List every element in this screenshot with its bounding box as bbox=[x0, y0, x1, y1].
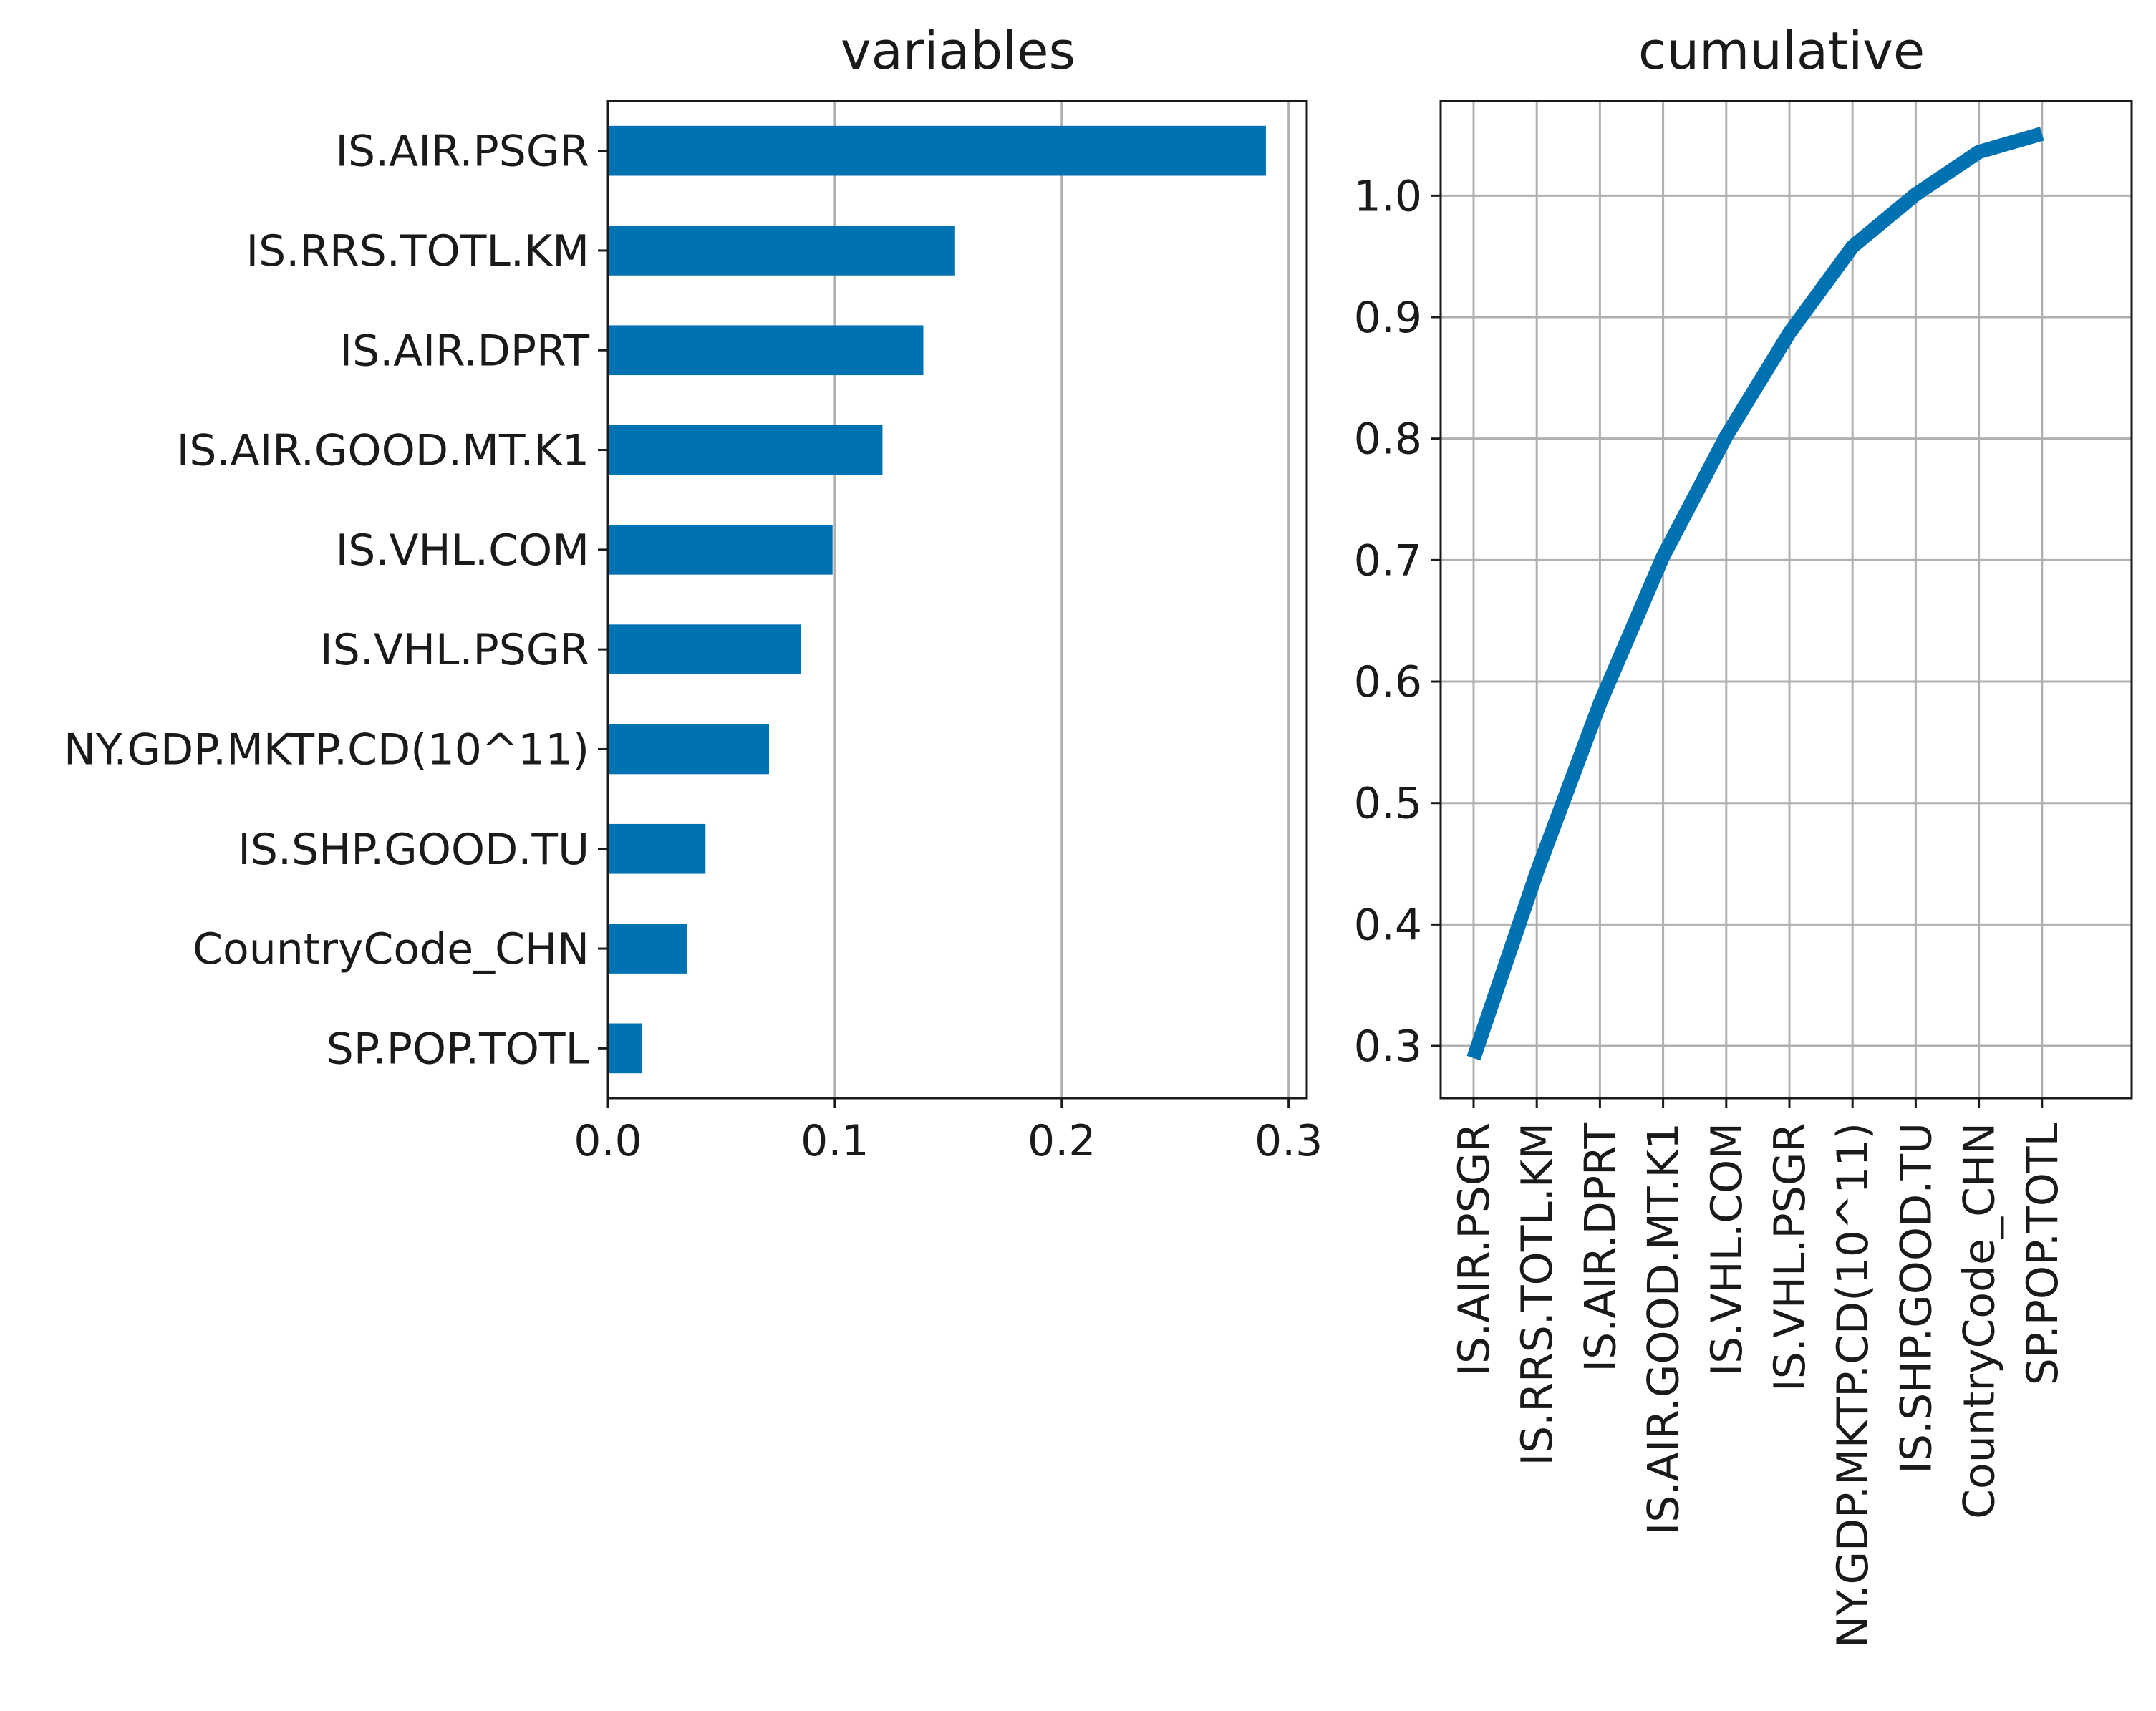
line-x-tick-label: CountryCode_CHN bbox=[1955, 1123, 2005, 1519]
bar-chart-bars bbox=[608, 125, 1266, 1074]
line-x-tick-label: IS.SHP.GOOD.TU bbox=[1891, 1123, 1941, 1474]
bar bbox=[608, 425, 883, 475]
line-chart-x-ticks: IS.AIR.PSGR IS.RRS.TOTL.KM IS.AIR.DPRT IS.A… bbox=[1449, 1098, 2068, 1648]
line-y-tick-label: 0.9 bbox=[1354, 293, 1422, 343]
bar bbox=[608, 525, 833, 575]
bar-x-tick-label: 0.0 bbox=[574, 1116, 642, 1166]
line-chart-gridlines bbox=[1441, 101, 2132, 1098]
bar-chart-y-ticks: IS.AIR.PSGR IS.RRS.TOTL.KM IS.AIR.DPRT IS.A… bbox=[64, 127, 608, 1074]
line-y-tick-label: 1.0 bbox=[1354, 171, 1422, 221]
bar-x-tick-label: 0.2 bbox=[1028, 1116, 1096, 1166]
bar-y-tick-label: IS.AIR.DPRT bbox=[339, 326, 589, 376]
line-x-tick-label: NY.GDP.MKTP.CD(10^11) bbox=[1828, 1123, 1878, 1648]
line-y-tick-label: 0.5 bbox=[1354, 779, 1422, 829]
line-x-tick-label: IS.AIR.GOOD.MT.K1 bbox=[1639, 1123, 1689, 1535]
line-chart-y-ticks: 0.3 0.4 0.5 0.6 0.7 0.8 0.9 1.0 bbox=[1354, 171, 1441, 1072]
bar bbox=[608, 724, 769, 775]
line-y-tick-label: 0.3 bbox=[1354, 1022, 1422, 1072]
bar-x-tick-label: 0.3 bbox=[1255, 1116, 1323, 1166]
bar-y-tick-label: SP.POP.TOTL bbox=[327, 1024, 590, 1074]
line-x-tick-label: IS.AIR.PSGR bbox=[1449, 1123, 1499, 1377]
bar bbox=[608, 226, 955, 276]
bar bbox=[608, 624, 801, 674]
bar-y-tick-label: CountryCode_CHN bbox=[193, 924, 589, 974]
bar bbox=[608, 325, 924, 376]
bar-y-tick-label: IS.RRS.TOTL.KM bbox=[246, 226, 589, 276]
line-x-tick-label: IS.RRS.TOTL.KM bbox=[1512, 1123, 1562, 1466]
bar-y-tick-label: IS.AIR.PSGR bbox=[335, 127, 589, 177]
bar-y-tick-label: NY.GDP.MKTP.CD(10^11) bbox=[64, 724, 589, 775]
line-chart-title: cumulative bbox=[1638, 21, 1925, 81]
bar-chart-title: variables bbox=[841, 21, 1075, 81]
line-y-tick-label: 0.4 bbox=[1354, 900, 1422, 950]
line-y-tick-label: 0.7 bbox=[1354, 535, 1422, 586]
bar-chart: variables IS.AIR.PSGRIS.RRS.TOTL.KMIS.AI… bbox=[64, 21, 1323, 1166]
bar bbox=[608, 823, 706, 874]
bar-y-tick-label: IS.VHL.COM bbox=[336, 525, 589, 576]
bar bbox=[608, 924, 687, 974]
bar-chart-frame bbox=[606, 100, 1308, 1100]
bar-x-tick-label: 0.1 bbox=[801, 1116, 869, 1166]
bar bbox=[608, 125, 1266, 176]
line-chart-frame bbox=[1439, 100, 2133, 1100]
bar-chart-x-ticks: 0.0 0.1 0.2 0.3 bbox=[574, 1098, 1323, 1166]
cumulative-line bbox=[1466, 127, 2044, 1061]
bar bbox=[608, 1023, 642, 1074]
line-y-tick-label: 0.6 bbox=[1354, 657, 1422, 707]
line-x-tick-label: IS.VHL.COM bbox=[1702, 1123, 1752, 1376]
bar-y-tick-label: IS.VHL.PSGR bbox=[320, 625, 589, 675]
line-y-tick-label: 0.8 bbox=[1354, 415, 1422, 465]
line-x-tick-label: SP.POP.TOTL bbox=[2018, 1122, 2068, 1385]
line-x-tick-label: IS.AIR.DPRT bbox=[1575, 1123, 1625, 1372]
bar-y-tick-label: IS.SHP.GOOD.TU bbox=[238, 825, 589, 875]
line-chart: cumulative 0.3 0.4 0.5 0.6 0.7 0.8 0.9 1.0 IS.A… bbox=[1354, 21, 2133, 1648]
bar-y-tick-label: IS.AIR.GOOD.MT.K1 bbox=[177, 426, 589, 476]
line-x-tick-label: IS.VHL.PSGR bbox=[1765, 1123, 1815, 1392]
